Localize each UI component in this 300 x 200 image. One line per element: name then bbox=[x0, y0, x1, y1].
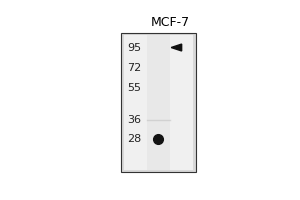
Text: 95: 95 bbox=[127, 43, 141, 53]
Polygon shape bbox=[171, 44, 182, 51]
Text: 72: 72 bbox=[127, 63, 141, 73]
Text: 28: 28 bbox=[127, 134, 141, 144]
Text: MCF-7: MCF-7 bbox=[151, 16, 190, 29]
Text: 36: 36 bbox=[127, 115, 141, 125]
Bar bbox=[124, 35, 193, 170]
Text: 55: 55 bbox=[127, 83, 141, 93]
Bar bbox=[147, 35, 170, 170]
Bar bbox=[121, 33, 196, 172]
